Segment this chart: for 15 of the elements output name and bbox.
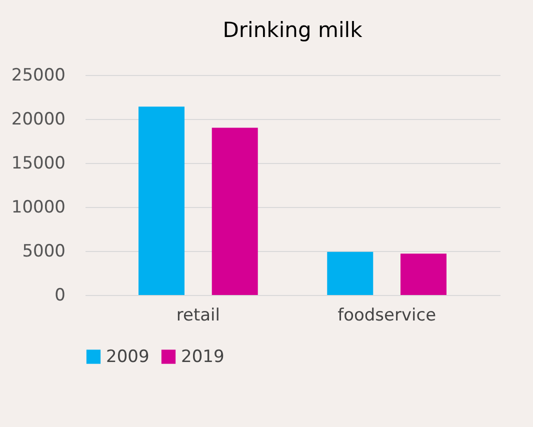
bar: [212, 128, 258, 295]
y-tick-label: 10000: [11, 198, 66, 218]
y-tick-label: 25000: [11, 66, 66, 86]
bar: [400, 254, 446, 295]
chart-title: Drinking milk: [222, 18, 364, 42]
y-tick-label: 20000: [11, 110, 66, 130]
x-tick-label: foodservice: [338, 306, 436, 326]
legend-label: 2019: [181, 346, 224, 367]
y-tick-label: 0: [54, 286, 66, 306]
x-tick-label: retail: [176, 306, 220, 326]
bar: [327, 252, 374, 295]
y-tick-label: 15000: [11, 154, 66, 174]
legend-label: 2009: [106, 346, 150, 367]
bar: [138, 106, 185, 295]
y-tick-label: 5000: [22, 242, 66, 262]
